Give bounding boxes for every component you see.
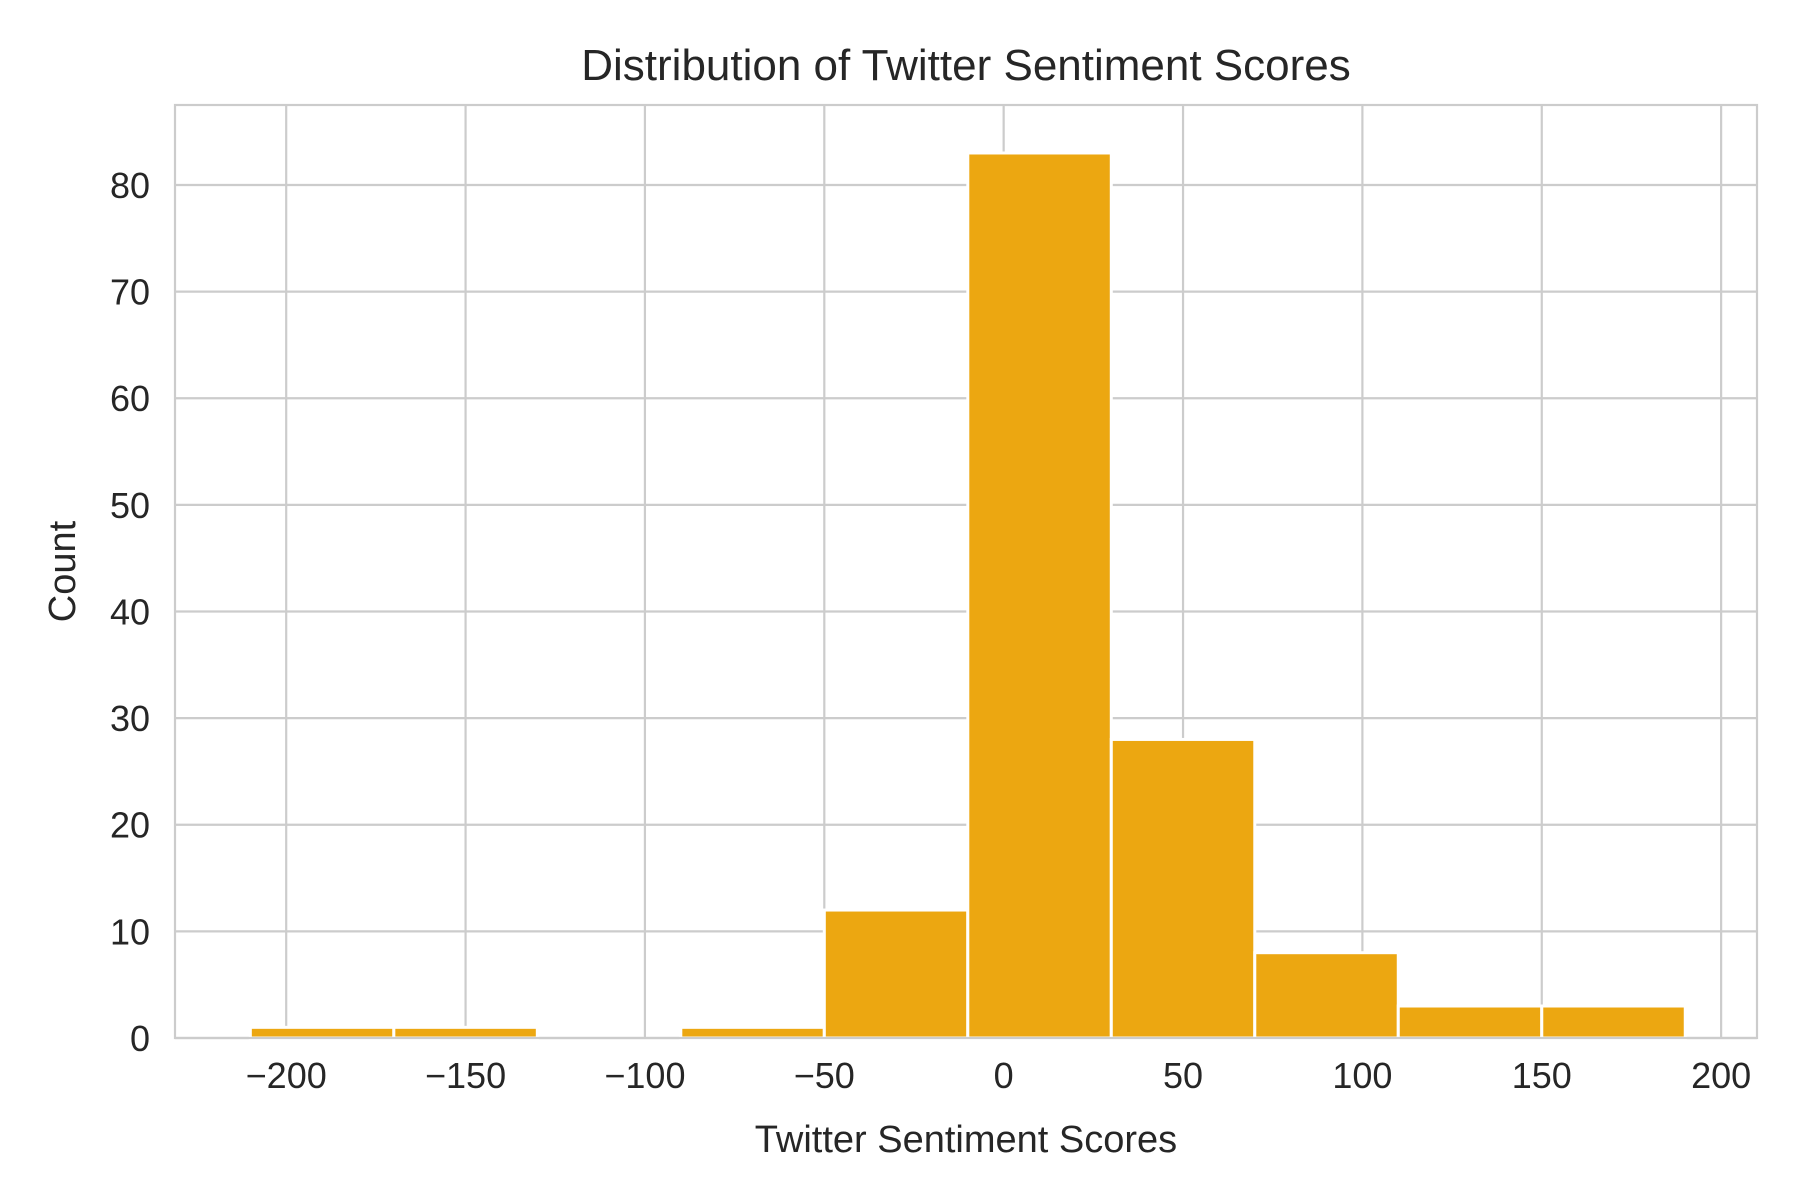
histogram-bar — [966, 151, 1113, 1040]
histogram-bar — [248, 1025, 396, 1040]
y-tick-label: 0 — [130, 1018, 150, 1059]
y-tick-label: 30 — [110, 698, 150, 739]
histogram-bar — [1540, 1004, 1687, 1040]
x-tick-label: 0 — [994, 1055, 1014, 1096]
x-tick-label: 200 — [1691, 1055, 1751, 1096]
y-tick-label: 20 — [110, 805, 150, 846]
y-tick-label: 50 — [110, 485, 150, 526]
y-tick-label: 60 — [110, 378, 150, 419]
histogram-bar — [1109, 737, 1257, 1040]
grid-lines — [175, 105, 1757, 1040]
y-tick-label: 80 — [110, 165, 150, 206]
histogram-bar — [1253, 951, 1400, 1040]
histogram-bar — [822, 908, 970, 1040]
x-axis-ticks: −200 −150 −100 −50 0 50 100 150 200 — [246, 1055, 1752, 1096]
x-tick-label: −200 — [246, 1055, 327, 1096]
x-tick-label: 150 — [1512, 1055, 1572, 1096]
histogram-bar — [1396, 1004, 1544, 1040]
x-tick-label: 50 — [1163, 1055, 1203, 1096]
y-tick-label: 10 — [110, 911, 150, 952]
y-tick-label: 70 — [110, 272, 150, 313]
x-tick-label: −50 — [794, 1055, 855, 1096]
y-tick-label: 40 — [110, 591, 150, 632]
histogram-bar — [679, 1025, 826, 1040]
x-tick-label: −150 — [425, 1055, 506, 1096]
chart-title: Distribution of Twitter Sentiment Scores — [581, 41, 1351, 90]
histogram-bar — [392, 1025, 539, 1040]
plot-frame — [173, 103, 1759, 1040]
x-tick-label: 100 — [1332, 1055, 1392, 1096]
y-axis-ticks: 0 10 20 30 40 50 60 70 80 — [110, 165, 150, 1059]
y-axis-label: Count — [42, 520, 84, 622]
x-tick-label: −100 — [604, 1055, 685, 1096]
x-axis-label: Twitter Sentiment Scores — [755, 1119, 1177, 1161]
